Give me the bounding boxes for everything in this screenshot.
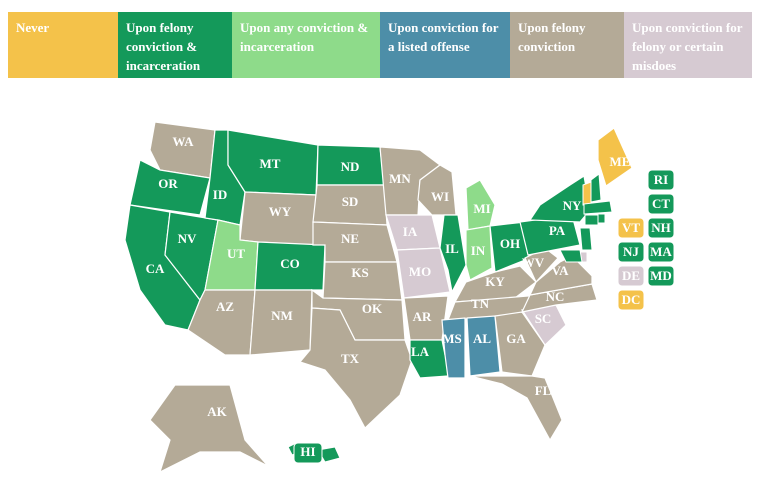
- state-label: CT: [652, 196, 670, 211]
- state-label: NE: [341, 231, 359, 246]
- callout-box: [617, 265, 645, 287]
- callout-box: [647, 265, 675, 287]
- callout-box: [617, 241, 645, 263]
- state-label: KS: [351, 265, 368, 280]
- state-label: SC: [535, 311, 552, 326]
- state-label: GA: [506, 331, 526, 346]
- state: [583, 200, 613, 215]
- state-label: WY: [269, 204, 292, 219]
- state-label: IN: [471, 243, 486, 258]
- state-label: MT: [260, 156, 281, 171]
- state-label: WI: [431, 189, 449, 204]
- state: [584, 214, 599, 226]
- label-box: [293, 442, 323, 464]
- legend-item: Upon felony conviction & incarceration: [118, 12, 232, 78]
- state: [597, 213, 606, 224]
- state-label: OK: [362, 301, 383, 316]
- state-label: WA: [173, 134, 195, 149]
- legend-item: Upon conviction for a listed offense: [380, 12, 510, 78]
- state: [528, 255, 593, 296]
- state-label: MO: [409, 264, 431, 279]
- state-label: MA: [650, 244, 672, 259]
- callout-box: [647, 241, 675, 263]
- state-label: UT: [227, 246, 245, 261]
- state: [439, 214, 467, 294]
- state-label: DE: [622, 268, 640, 283]
- state-label: IL: [445, 241, 459, 256]
- state-label: OH: [500, 236, 520, 251]
- state-label: AZ: [216, 299, 234, 314]
- state-label: DC: [622, 292, 641, 307]
- legend-item: Upon conviction for felony or certain mi…: [624, 12, 752, 78]
- state: [466, 315, 501, 377]
- callout-box: [647, 193, 675, 215]
- state-label: LA: [411, 344, 430, 359]
- state-label: MD: [650, 268, 672, 283]
- state: [465, 225, 493, 281]
- state-label: CA: [146, 261, 165, 276]
- state-label: WV: [522, 255, 545, 270]
- state-label: ME: [610, 154, 631, 169]
- state-label: OR: [158, 176, 178, 191]
- state-label: PA: [549, 223, 566, 238]
- state-label: CO: [280, 256, 300, 271]
- state: [441, 317, 466, 379]
- state: [559, 249, 583, 263]
- state-label: TN: [471, 296, 490, 311]
- state-label: RI: [654, 172, 668, 187]
- state: [317, 446, 341, 463]
- state-label: NM: [271, 308, 293, 323]
- state-label: AL: [473, 331, 491, 346]
- state: [494, 311, 546, 377]
- state: [597, 127, 633, 187]
- state-label: VT: [622, 220, 640, 235]
- state-label: MI: [473, 201, 490, 216]
- state: [396, 247, 451, 299]
- state-label: VA: [551, 263, 569, 278]
- state-label: HI: [300, 444, 315, 459]
- legend-item: Upon any conviction & incarceration: [232, 12, 380, 78]
- state: [469, 375, 563, 442]
- state-label: NC: [546, 289, 565, 304]
- state-label: MN: [389, 171, 411, 186]
- legend: Never Upon felony conviction & incarcerat…: [8, 12, 752, 78]
- state-label: MS: [442, 331, 462, 346]
- state: [579, 227, 593, 251]
- state: [149, 384, 269, 474]
- state-label: TX: [341, 351, 360, 366]
- state: [298, 307, 413, 429]
- callout-box: [647, 169, 675, 191]
- state-label: NV: [178, 231, 197, 246]
- legend-item: Upon felony conviction: [510, 12, 624, 78]
- state-label: NY: [563, 198, 582, 213]
- state-label: NJ: [623, 244, 639, 259]
- state-label: ND: [341, 159, 360, 174]
- state-label: AK: [207, 404, 227, 419]
- callout-box: [617, 217, 645, 239]
- state-label: KY: [485, 274, 505, 289]
- state: [465, 179, 496, 231]
- state: [582, 181, 592, 206]
- state-label: SD: [342, 194, 359, 209]
- callout-box: [617, 289, 645, 311]
- callout-box: [647, 217, 675, 239]
- state-label: ID: [213, 187, 227, 202]
- state: [590, 173, 602, 203]
- state-label: IA: [403, 224, 418, 239]
- state-label: NH: [651, 220, 671, 235]
- state-label: AR: [413, 309, 432, 324]
- legend-item: Never: [8, 12, 118, 78]
- state: [129, 159, 211, 216]
- state-label: FL: [535, 383, 552, 398]
